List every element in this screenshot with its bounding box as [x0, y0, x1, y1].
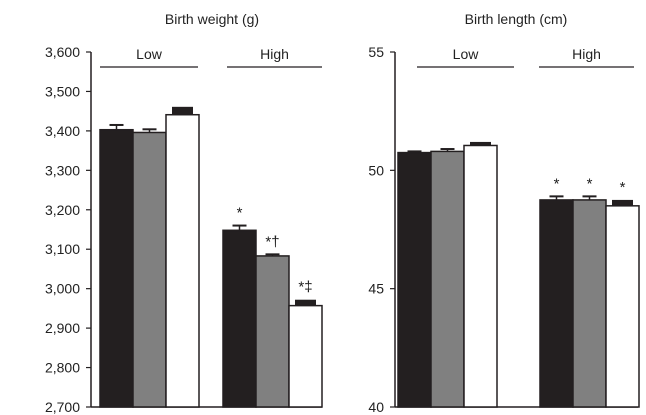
error-bar: [612, 199, 633, 206]
y-tick-label: 2,800: [45, 360, 80, 376]
y-tick-label: 3,100: [45, 241, 80, 257]
y-tick-label: 2,900: [45, 320, 80, 336]
y-tick-label: 40: [368, 399, 384, 415]
significance-marker: *: [620, 179, 626, 196]
bar: [132, 131, 167, 408]
significance-marker: *: [237, 205, 243, 222]
significance-marker: *: [587, 175, 593, 192]
birth-length-chart: Birth length (cm) 55 50 45 40 Low High * * *: [368, 11, 640, 415]
bar: [99, 128, 134, 408]
significance-marker: *†: [265, 233, 279, 250]
error-bar: [172, 106, 193, 115]
bar: [572, 199, 607, 408]
significance-marker: *‡: [298, 279, 312, 296]
group-label: High: [260, 46, 289, 62]
bar: [222, 229, 257, 408]
y-tick-label: 3,000: [45, 281, 80, 297]
bar: [255, 255, 290, 408]
y-tick-label: 55: [368, 44, 384, 60]
error-bar: [295, 299, 316, 306]
bar: [430, 150, 465, 408]
chart-title: Birth length (cm): [465, 11, 568, 27]
bar: [605, 205, 640, 408]
group-label: High: [572, 46, 601, 62]
chart-title: Birth weight (g): [165, 11, 259, 27]
error-bar: [470, 141, 491, 146]
y-tick-label: 50: [368, 162, 384, 178]
y-tick-label: 2,700: [45, 399, 80, 415]
group-label: Low: [453, 46, 480, 62]
bar: [165, 113, 200, 408]
bar: [539, 199, 574, 408]
significance-marker: *: [554, 175, 560, 192]
y-tick-label: 45: [368, 281, 384, 297]
y-tick-label: 3,300: [45, 162, 80, 178]
group-label: Low: [136, 46, 163, 62]
y-tick-label: 3,200: [45, 202, 80, 218]
bar: [397, 151, 432, 408]
bar: [288, 304, 323, 408]
y-tick-label: 3,400: [45, 123, 80, 139]
y-tick-label: 3,500: [45, 83, 80, 99]
y-tick-label: 3,600: [45, 44, 80, 60]
bar: [463, 144, 498, 408]
birth-weight-chart: Birth weight (g) 3,600 3,500 3,400 3,300 3,2…: [45, 11, 323, 415]
